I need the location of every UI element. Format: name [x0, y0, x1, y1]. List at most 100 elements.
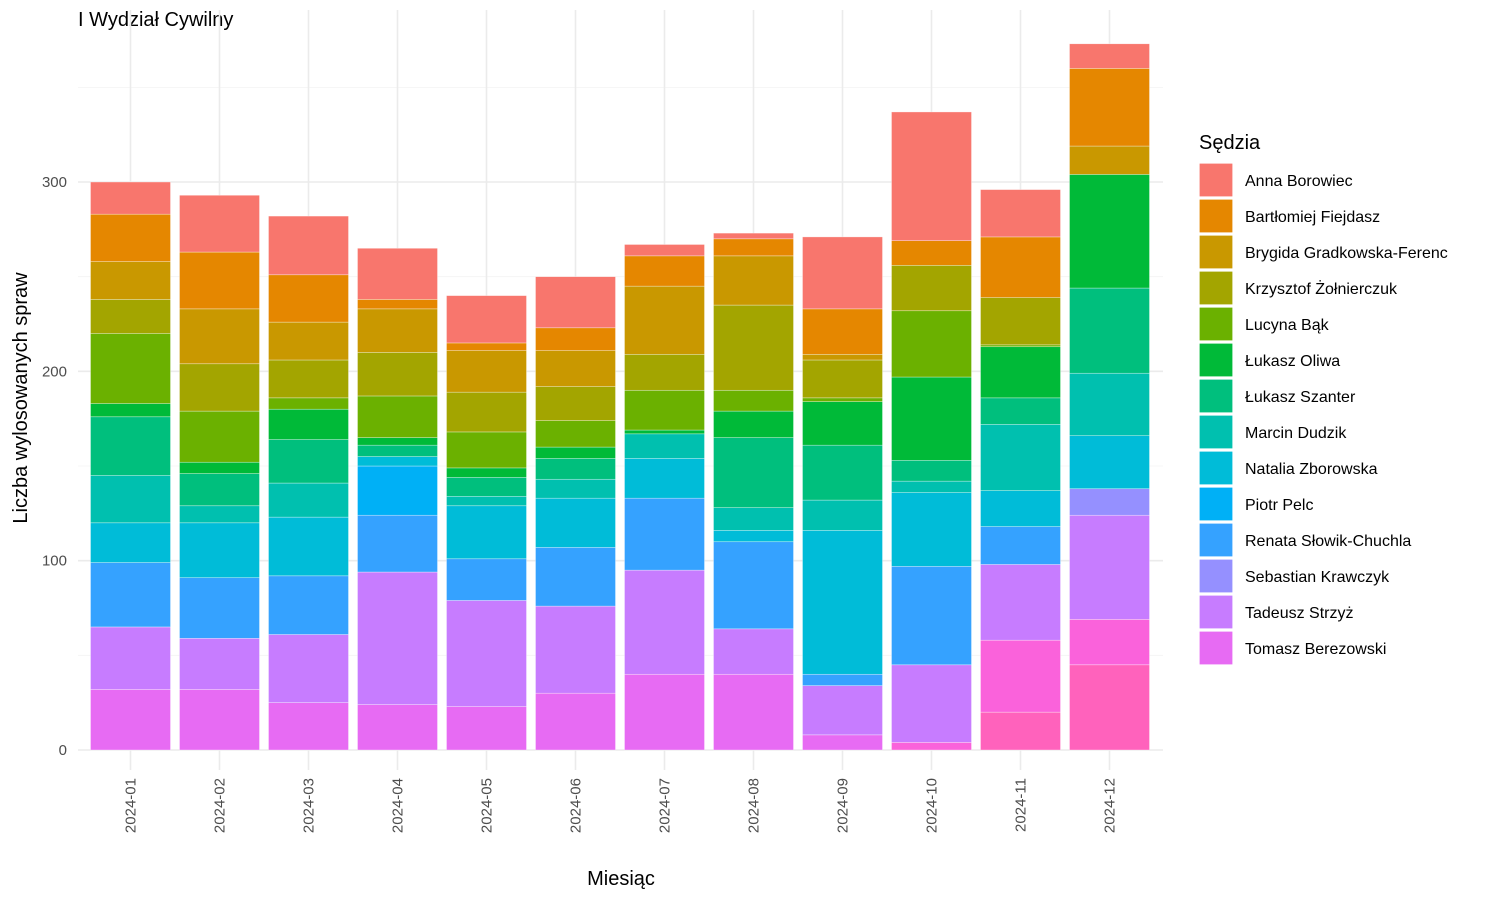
bar-segment [268, 321, 349, 361]
bar-segment [980, 297, 1061, 346]
legend-label: Sebastian Krawczyk [1245, 569, 1390, 586]
bar-segment [446, 505, 527, 560]
bar-segment [891, 480, 972, 493]
bar-segment [624, 354, 705, 391]
bar-segment [891, 376, 972, 461]
bar-segment [268, 575, 349, 635]
bar-segment [624, 255, 705, 287]
bar-segment [446, 391, 527, 433]
bar-segment [179, 308, 260, 365]
bar-segment [268, 408, 349, 440]
x-tick-label: 2024-05 [479, 778, 496, 833]
y-tick-label: 0 [59, 742, 67, 759]
legend-label: Piotr Pelc [1245, 497, 1313, 514]
bar-segment [179, 505, 260, 524]
bar-segment [446, 350, 527, 393]
bar-segment [980, 346, 1061, 399]
y-tick-label: 200 [42, 363, 67, 380]
bar-segment [357, 247, 438, 300]
bar-segment [891, 664, 972, 743]
bar-segment [179, 637, 260, 690]
bar-segment [268, 439, 349, 484]
bar-segment [891, 742, 972, 751]
bar-segment [535, 386, 616, 421]
legend-label: Tadeusz Strzyż [1245, 605, 1353, 622]
bar-segment [90, 333, 171, 404]
x-tick-label: 2024-10 [924, 778, 941, 833]
legend-label: Łukasz Szanter [1245, 389, 1356, 406]
x-tick-label: 2024-02 [212, 778, 229, 833]
bar-segment [90, 403, 171, 418]
bar-segment [179, 473, 260, 507]
bar-segment [535, 478, 616, 499]
legend-label: Bartłomiej Fiejdasz [1245, 209, 1380, 226]
bar-segment [713, 238, 794, 257]
bar-segment [891, 460, 972, 482]
x-axis-title: Miesiąc [587, 868, 655, 890]
bar-segment [179, 194, 260, 253]
bar-segment [624, 433, 705, 459]
legend-label: Anna Borowiec [1245, 173, 1353, 190]
bars [90, 43, 1150, 751]
bar-segment [802, 354, 883, 361]
legend-label: Natalia Zborowska [1245, 461, 1378, 478]
bar-segment [624, 497, 705, 571]
bar-segment [1069, 435, 1150, 490]
x-tick-label: 2024-11 [1013, 778, 1030, 832]
bar-segment [1069, 287, 1150, 374]
legend-key [1198, 594, 1234, 630]
legend-key [1198, 270, 1234, 306]
bar-segment [268, 702, 349, 751]
bar-segment [90, 299, 171, 334]
bar-segment [713, 304, 794, 391]
bar-segment [802, 359, 883, 399]
bar-segment [624, 285, 705, 355]
bar-segment [1069, 372, 1150, 437]
bar-segment [624, 673, 705, 751]
x-tick-label: 2024-09 [835, 778, 852, 833]
x-tick-label: 2024-07 [657, 778, 674, 833]
bar-segment [713, 507, 794, 531]
x-tick-label: 2024-04 [390, 778, 407, 833]
bar-segment [179, 522, 260, 579]
bar-segment [90, 562, 171, 628]
bar-segment [891, 310, 972, 378]
bar-segment [535, 420, 616, 448]
bar-segment [90, 475, 171, 524]
legend-label: Brygida Gradkowska-Ferenc [1245, 245, 1448, 262]
legend-key [1198, 342, 1234, 378]
x-tick-label: 2024-12 [1102, 778, 1119, 833]
bar-segment [802, 444, 883, 501]
bar-segment [357, 352, 438, 397]
bar-segment [980, 490, 1061, 527]
bar-segment [535, 497, 616, 548]
bar-segment [980, 564, 1061, 641]
bar-segment [802, 397, 883, 402]
bar-segment [357, 437, 438, 446]
bar-segment [535, 350, 616, 387]
y-tick-label: 300 [42, 174, 67, 191]
bar-segment [891, 566, 972, 666]
bar-segment [446, 706, 527, 751]
legend: Sędzia Anna Borowiec Bartłomiej Fiejdasz B… [1198, 132, 1448, 666]
x-tick-label: 2024-01 [123, 778, 140, 833]
x-tick-label: 2024-03 [301, 778, 318, 833]
chart-title: I Wydział Cywilny [78, 9, 233, 31]
bar-segment [535, 276, 616, 329]
bar-segment [891, 492, 972, 567]
bar-segment [179, 251, 260, 310]
bar-segment [268, 516, 349, 577]
legend-key [1198, 306, 1234, 342]
bar-segment [446, 431, 527, 469]
bar-segment [90, 689, 171, 751]
y-tick-label: 100 [42, 553, 67, 570]
bar-segment [357, 571, 438, 705]
bar-segment [446, 477, 527, 497]
legend-key [1198, 486, 1234, 522]
bar-segment [624, 244, 705, 257]
bar-segment [357, 395, 438, 438]
bar-segment [802, 308, 883, 355]
y-axis-title: Liczba wylosowanych spraw [10, 272, 32, 524]
bar-segment [446, 342, 527, 351]
